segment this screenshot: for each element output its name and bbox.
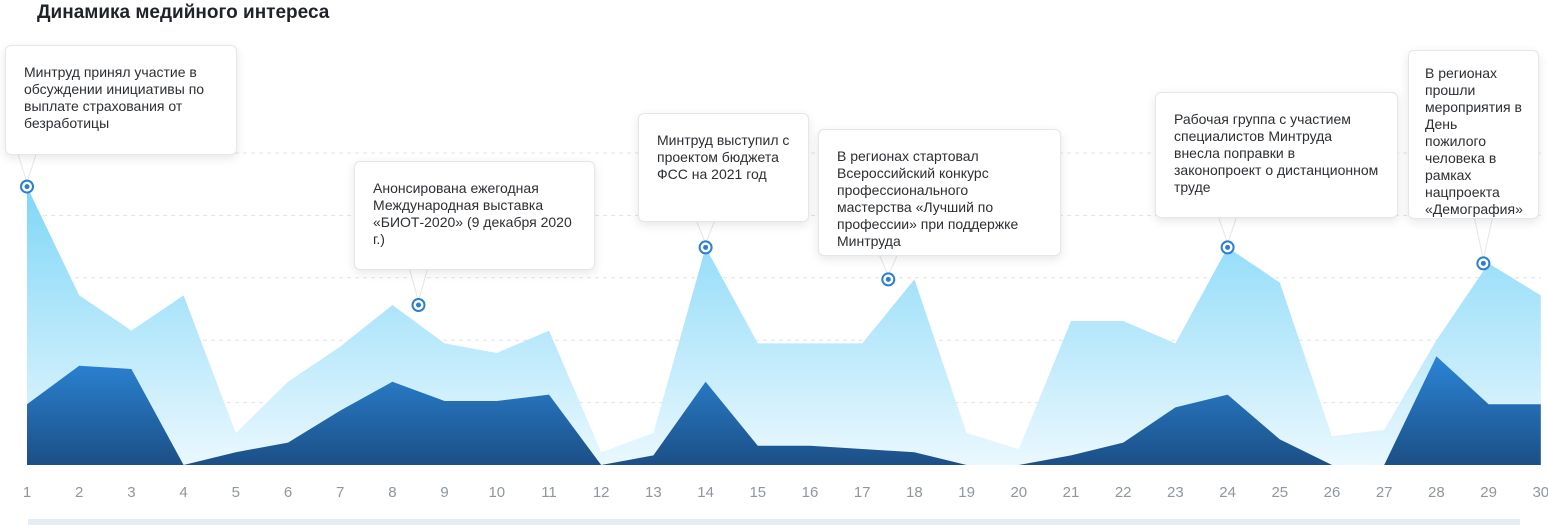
callout-pointer: [1217, 216, 1238, 245]
x-tick-label: 21: [1063, 484, 1080, 501]
x-tick-label: 30: [1532, 484, 1548, 501]
x-tick-label: 2: [75, 484, 83, 501]
annotation-marker-dot: [416, 302, 421, 308]
annotation-marker-dot: [1225, 244, 1231, 250]
x-tick-label: 26: [1324, 484, 1341, 501]
callout-pointer: [1473, 217, 1494, 260]
x-tick-label: 16: [802, 484, 819, 501]
x-tick-label: 19: [958, 484, 975, 501]
x-tick-label: 18: [906, 484, 923, 501]
annotation-marker-dot: [703, 244, 709, 250]
x-tick-label: 28: [1428, 484, 1445, 501]
x-tick-label: 23: [1167, 484, 1184, 501]
callout-pointer: [878, 254, 899, 277]
callout-pointer: [695, 220, 716, 245]
x-tick-label: 10: [488, 484, 505, 501]
x-tick-label: 3: [127, 484, 135, 501]
x-tick-label: 8: [388, 484, 396, 501]
x-tick-label: 11: [541, 484, 557, 501]
x-tick-label: 24: [1219, 484, 1236, 501]
series-area-2: [27, 356, 1541, 465]
x-tick-label: 13: [645, 484, 662, 501]
callout-pointer: [17, 153, 37, 185]
x-tick-label: 27: [1376, 484, 1393, 501]
callout-pointer: [408, 268, 429, 303]
x-tick-label: 29: [1480, 484, 1497, 501]
x-tick-label: 20: [1010, 484, 1027, 501]
annotation-marker-dot: [1480, 260, 1486, 266]
scroll-track[interactable]: [28, 519, 1520, 525]
x-tick-label: 1: [23, 484, 31, 501]
annotation-text: Рабочая группа с участием специалистов М…: [1174, 111, 1379, 195]
x-tick-label: 17: [854, 484, 871, 501]
annotation-text: Минтруд принял участие в обсуждении иниц…: [24, 64, 205, 131]
x-tick-label: 7: [336, 484, 344, 501]
x-tick-label: 4: [179, 484, 187, 501]
x-tick-label: 5: [232, 484, 240, 501]
annotation-callout: Рабочая группа с участием специалистов М…: [1155, 92, 1398, 218]
x-tick-label: 9: [440, 484, 448, 501]
series-area-1: [27, 186, 1541, 465]
annotation-text: В регионах стартовал Всероссийский конку…: [837, 148, 1019, 249]
x-tick-label: 12: [593, 484, 610, 501]
x-axis-ticks: 1 2 3 4 5 6 7 8 9 10 11 12 13 14 15 16 17 18 19 20 21 22 23 24 2…: [23, 484, 1548, 501]
x-tick-label: 15: [749, 484, 766, 501]
x-tick-label: 14: [697, 484, 714, 501]
annotation-text: Анонсирована ежегодная Международная выс…: [373, 180, 572, 247]
x-tick-label: 22: [1115, 484, 1132, 501]
annotation-callout: В регионах стартовал Всероссийский конку…: [818, 129, 1061, 256]
annotation-callout: В регионах прошли мероприятия в День пож…: [1408, 50, 1539, 219]
chart-title: Динамика медийного интереса: [37, 2, 330, 23]
x-tick-label: 6: [284, 484, 292, 501]
annotation-marker-dot: [885, 276, 891, 282]
series-areas: [27, 186, 1541, 465]
annotation-marker-dot: [24, 184, 30, 190]
annotation-markers: [17, 153, 1494, 312]
annotation-text: В регионах прошли мероприятия в День пож…: [1425, 65, 1523, 217]
x-tick-label: 25: [1271, 484, 1288, 501]
annotation-callout: Минтруд выступил с проектом бюджета ФСС …: [638, 113, 809, 222]
annotation-callout: Минтруд принял участие в обсуждении иниц…: [5, 45, 237, 155]
annotation-text: Минтруд выступил с проектом бюджета ФСС …: [657, 132, 790, 182]
annotation-callout: Анонсирована ежегодная Международная выс…: [354, 161, 595, 270]
